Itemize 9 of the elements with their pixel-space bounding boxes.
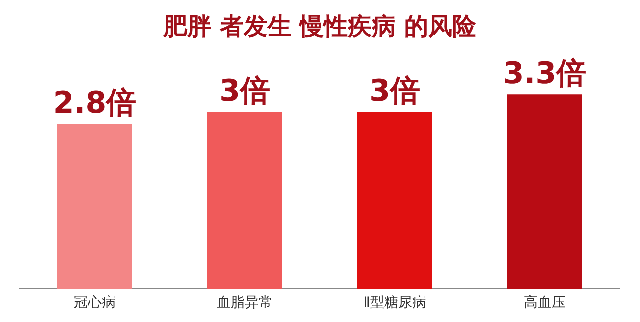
chart-title: 肥胖 者发生 慢性疾病 的风险 bbox=[162, 12, 478, 41]
x-tick-label: 血脂异常 bbox=[217, 295, 273, 312]
data-label: 3倍 bbox=[370, 74, 420, 110]
data-label: 3.3倍 bbox=[503, 56, 587, 92]
x-tick-label: Ⅱ型糖尿病 bbox=[364, 295, 426, 312]
data-label: 2.8倍 bbox=[53, 86, 137, 121]
data-label: 3倍 bbox=[220, 74, 270, 110]
x-tick-label: 冠心病 bbox=[74, 295, 116, 312]
x-tick-label: 高血压 bbox=[524, 295, 566, 312]
